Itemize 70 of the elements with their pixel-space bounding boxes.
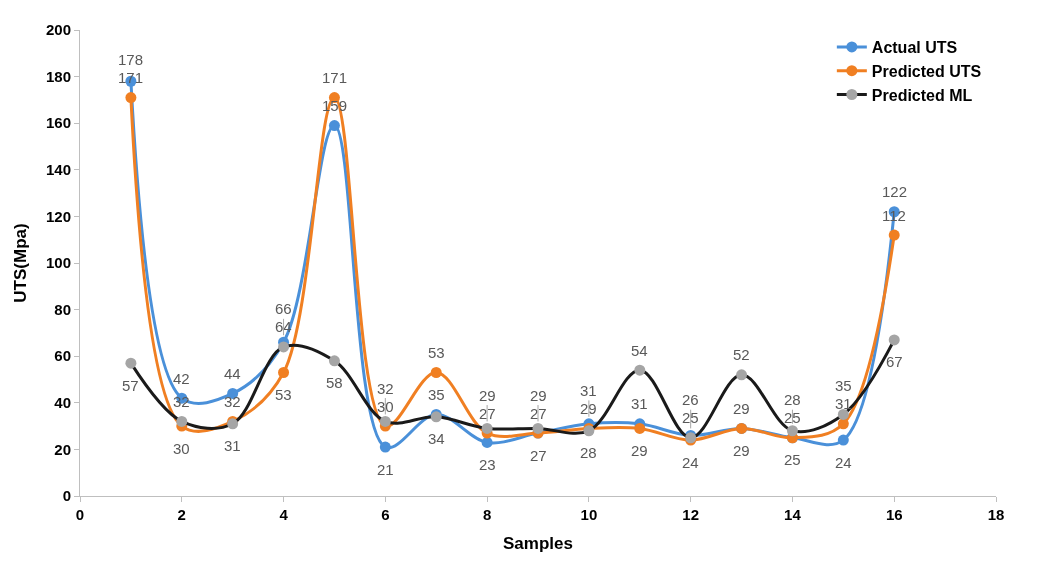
data-label: 34	[428, 430, 445, 447]
data-label: 171	[322, 69, 348, 86]
data-label: 29	[479, 387, 496, 404]
y-tick-label: 80	[54, 300, 71, 318]
data-label: 53	[275, 386, 292, 403]
x-tick-label: 10	[580, 506, 598, 523]
x-tick-label: 2	[177, 506, 186, 523]
data-label: 28	[784, 391, 801, 408]
x-tick-label: 6	[381, 506, 390, 523]
data-label: 21	[377, 461, 394, 478]
data-label: 32	[377, 380, 394, 397]
legend-label: Predicted UTS	[871, 62, 982, 80]
data-label: 31	[224, 437, 241, 454]
y-tick-label: 200	[45, 21, 71, 39]
data-label: 28	[580, 444, 597, 461]
data-label: 122	[882, 183, 908, 200]
x-tick-label: 14	[784, 506, 802, 523]
data-label: 29	[733, 442, 750, 459]
x-tick-label: 4	[279, 506, 289, 523]
data-label: 53	[428, 344, 445, 361]
data-label: 31	[580, 382, 597, 399]
data-label: 171	[118, 69, 144, 86]
legend-label: Actual UTS	[871, 39, 958, 57]
data-label: 35	[835, 377, 852, 394]
data-label: 35	[428, 386, 445, 403]
data-label: 29	[530, 387, 547, 404]
data-label: 30	[377, 398, 394, 415]
y-tick-label: 160	[45, 114, 71, 132]
data-label: 29	[631, 442, 648, 459]
x-tick-label: 8	[482, 506, 492, 523]
data-label: 57	[122, 377, 139, 394]
x-tick-label: 18	[987, 506, 1005, 523]
data-label: 25	[784, 451, 801, 468]
data-label: 27	[479, 405, 496, 422]
x-tick-label: 0	[75, 506, 85, 523]
data-label: 42	[173, 370, 190, 387]
y-tick-label: 0	[62, 487, 71, 505]
data-label: 31	[631, 395, 648, 412]
x-tick-label: 12	[682, 506, 700, 523]
x-axis-title: Samples	[503, 534, 573, 554]
y-tick-label: 180	[45, 67, 71, 85]
data-label: 30	[173, 440, 190, 457]
y-tick-label: 20	[54, 440, 71, 458]
y-tick-label: 40	[54, 394, 71, 412]
data-label: 52	[733, 346, 750, 363]
data-label: 29	[580, 400, 597, 417]
data-label: 54	[631, 342, 648, 359]
data-label: 67	[886, 353, 903, 370]
y-tick-label: 140	[45, 161, 71, 179]
data-label: 26	[682, 391, 699, 408]
data-label: 31	[835, 395, 852, 412]
data-label: 58	[326, 374, 343, 391]
data-label: 25	[784, 409, 801, 426]
y-tick-label: 120	[45, 207, 71, 225]
data-label: 24	[835, 454, 852, 471]
data-label: 44	[224, 365, 241, 382]
data-label: 25	[682, 409, 699, 426]
y-axis-title: UTS(Mpa)	[10, 223, 30, 303]
data-label: 23	[479, 456, 496, 473]
data-label: 27	[530, 405, 547, 422]
data-label: 29	[733, 400, 750, 417]
x-tick-label: 16	[885, 506, 903, 523]
legend-label: Predicted ML	[871, 86, 973, 104]
data-label: 27	[530, 447, 547, 464]
y-tick-label: 60	[54, 347, 71, 365]
data-label: 66	[275, 300, 292, 317]
data-label: 178	[118, 51, 144, 68]
data-label: 24	[682, 454, 699, 471]
y-tick-label: 100	[45, 254, 71, 272]
data-label: 32	[224, 393, 241, 410]
